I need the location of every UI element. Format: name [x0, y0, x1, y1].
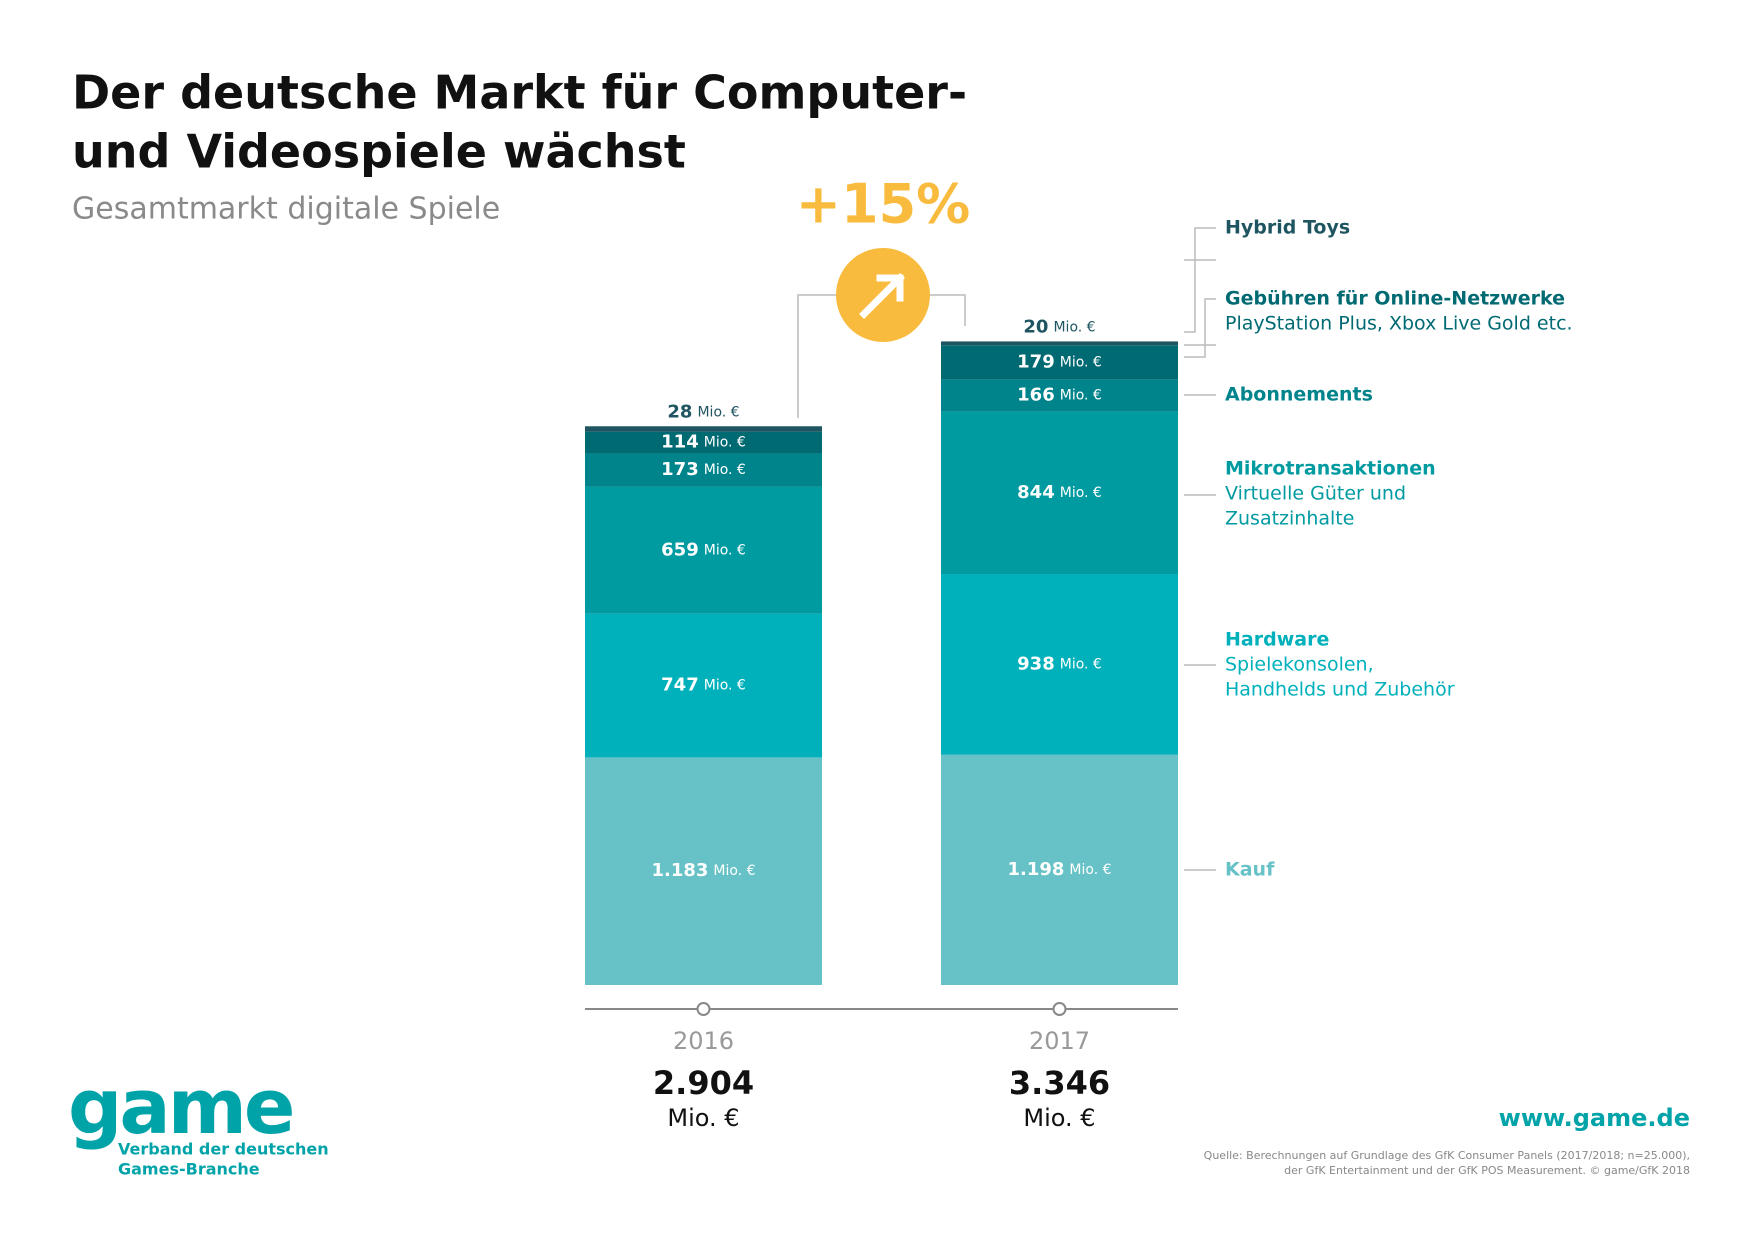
bar-segment [941, 411, 1178, 575]
value-unit: Mio. € [1060, 656, 1102, 672]
value-label: 173 Mio. € [661, 459, 746, 480]
title-line: Der deutsche Markt für Computer- [72, 66, 967, 120]
value-number: 844 [1017, 482, 1055, 503]
value-unit: Mio. € [1060, 354, 1102, 370]
leader-line [1184, 227, 1216, 333]
value-number: 747 [661, 675, 699, 696]
value-unit: Mio. € [1053, 319, 1095, 335]
leader-line [1184, 298, 1216, 358]
org-name: Verband der deutschen [118, 1140, 329, 1159]
x-tick-label: 2017 [1029, 1027, 1090, 1055]
value-number: 166 [1017, 385, 1055, 406]
source: Quelle: Berechnungen auf Grundlage des G… [1204, 1149, 1690, 1162]
growth-connector [797, 294, 966, 418]
legend-description: Handhelds und Zubehör [1225, 679, 1455, 701]
bar-segment [941, 379, 1178, 412]
total-unit: Mio. € [1023, 1104, 1095, 1132]
bar-segment [585, 426, 822, 432]
axis-dot [696, 1002, 711, 1016]
legend-label: Gebühren für Online-Netzwerke [1225, 288, 1565, 310]
legend-description: PlayStation Plus, Xbox Live Gold etc. [1225, 313, 1573, 335]
value-label: 114 Mio. € [661, 432, 746, 453]
value-label: 179 Mio. € [1017, 351, 1102, 372]
value-number: 1.198 [1007, 859, 1064, 880]
value-label: 659 Mio. € [661, 539, 746, 560]
total: 2.904 [653, 1064, 754, 1102]
value-number: 1.183 [651, 860, 708, 881]
bar-segment [585, 453, 822, 487]
value-label: 166 Mio. € [1017, 385, 1102, 406]
legend-label: Hardware [1225, 629, 1329, 651]
legend-description: Zusatzinhalte [1225, 508, 1354, 530]
value-number: 938 [1017, 653, 1055, 674]
value-unit: Mio. € [704, 462, 746, 478]
value-unit: Mio. € [713, 863, 755, 879]
url: www.game.de [1499, 1104, 1690, 1132]
value-number: 659 [661, 539, 699, 560]
x-tick-label: 2016 [673, 1027, 734, 1055]
value-label: 938 Mio. € [1017, 653, 1102, 674]
value-unit: Mio. € [704, 435, 746, 451]
value-number: 173 [661, 459, 699, 480]
value-label: 747 Mio. € [661, 675, 746, 696]
value-label: 1.198 Mio. € [1007, 859, 1111, 880]
value-unit: Mio. € [1069, 862, 1111, 878]
value-label: 20 Mio. € [1023, 316, 1095, 337]
logo: game [68, 1062, 292, 1151]
growth-label: +15% [796, 173, 971, 236]
value-number: 179 [1017, 351, 1055, 372]
subtitle: Gesamtmarkt digitale Spiele [72, 192, 500, 227]
bar-segment [941, 754, 1178, 985]
value-label: 28 Mio. € [667, 401, 739, 422]
bar-segment [941, 345, 1178, 380]
legend-label: Hybrid Toys [1225, 217, 1350, 239]
value-unit: Mio. € [1060, 485, 1102, 501]
bar-segment [941, 574, 1178, 755]
org-name: Games-Branche [118, 1160, 260, 1179]
legend-label: Mikrotransaktionen [1225, 458, 1436, 480]
value-unit: Mio. € [1060, 388, 1102, 404]
source: der GfK Entertainment und der GfK POS Me… [1284, 1164, 1690, 1177]
value-label: 1.183 Mio. € [651, 860, 755, 881]
axis-dot [1052, 1002, 1067, 1016]
value-unit: Mio. € [697, 404, 739, 420]
legend-label: Abonnements [1225, 384, 1373, 406]
legend-description: Spielekonsolen, [1225, 654, 1374, 676]
value-number: 28 [667, 401, 692, 422]
total-unit: Mio. € [667, 1104, 739, 1132]
bar-segment [585, 613, 822, 758]
value-label: 844 Mio. € [1017, 482, 1102, 503]
value-number: 20 [1023, 316, 1048, 337]
value-unit: Mio. € [704, 542, 746, 558]
value-number: 114 [661, 432, 699, 453]
growth-arrow [859, 273, 905, 319]
bar-segment [941, 341, 1178, 346]
bar-segment [585, 757, 822, 985]
title-line: und Videospiele wächst [72, 125, 686, 179]
value-unit: Mio. € [704, 678, 746, 694]
bar-segment [585, 486, 822, 614]
legend-label: Kauf [1225, 859, 1275, 881]
total: 3.346 [1009, 1064, 1110, 1102]
bar-segment [585, 431, 822, 454]
legend-description: Virtuelle Güter und [1225, 483, 1406, 505]
